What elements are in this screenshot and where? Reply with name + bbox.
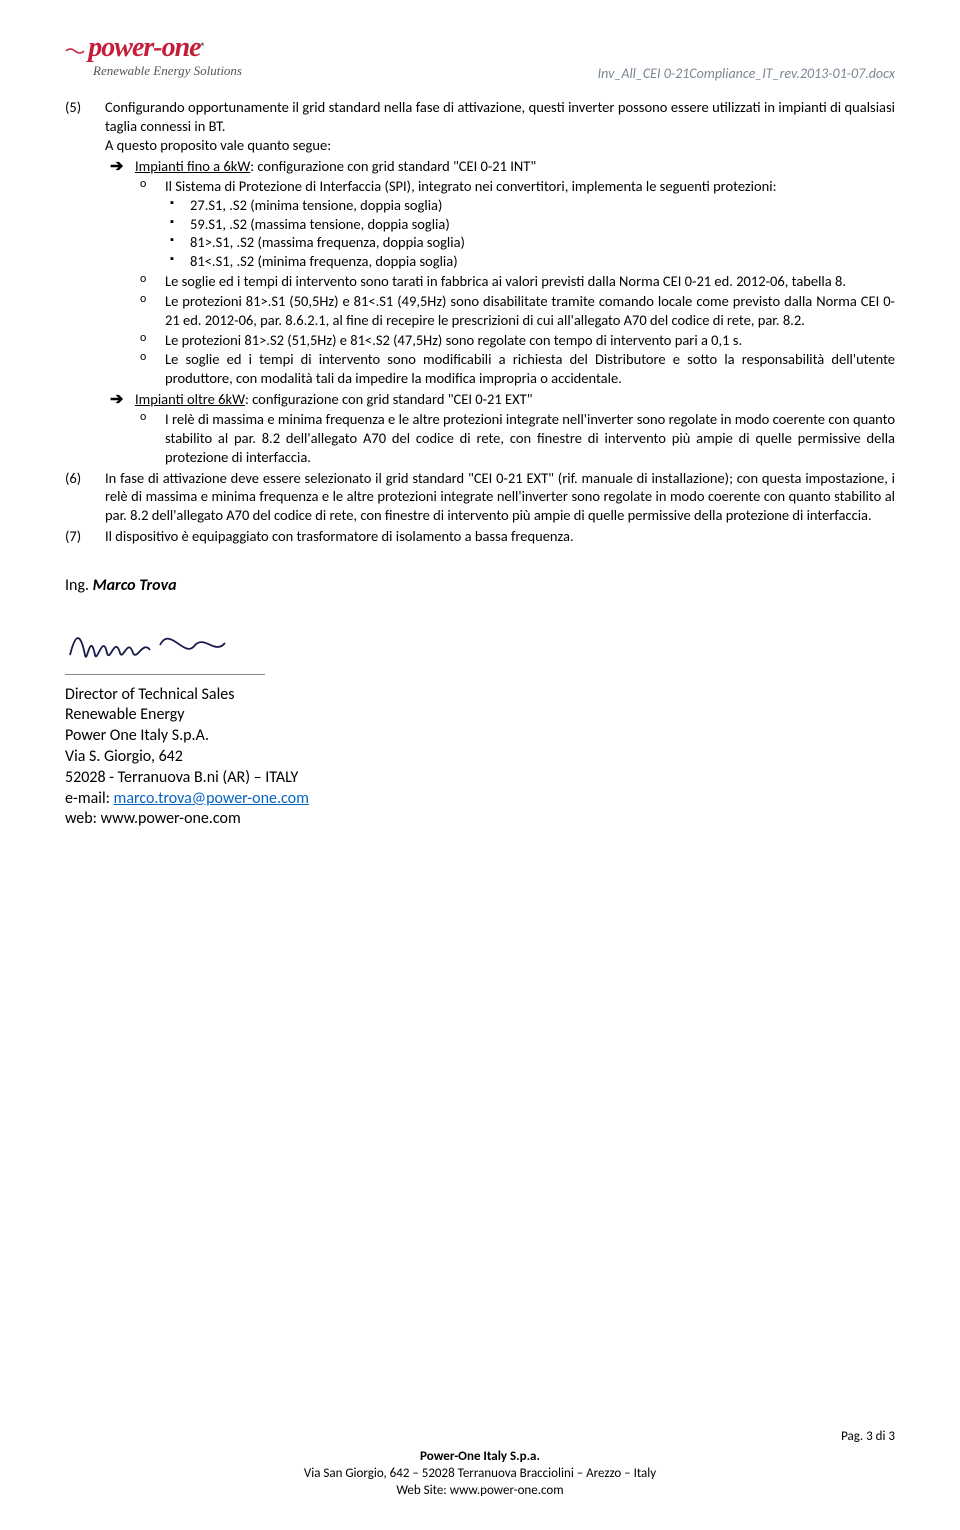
arrow-item: ➔ Impianti fino a 6kW: configurazione co… — [105, 157, 895, 388]
circle-text: Le protezioni 81>.S1 (50,5Hz) e 81<.S1 (… — [165, 292, 895, 330]
document-body: (5) Configurando opportunamente il grid … — [65, 98, 895, 545]
square-item: ▪81>.S1, .S2 (massima frequenza, doppia … — [165, 233, 895, 252]
handwritten-signature — [65, 615, 895, 670]
signatory-addr2: 52028 - Terranuova B.ni (AR) – ITALY — [65, 768, 895, 789]
square-bullet-icon: ▪ — [165, 215, 190, 234]
square-item: ▪59.S1, .S2 (massima tensione, doppia so… — [165, 215, 895, 234]
item-text: Configurando opportunamente il grid stan… — [105, 98, 895, 135]
square-item: ▪81<.S1, .S2 (minima frequenza, doppia s… — [165, 252, 895, 271]
circle-bullet-icon: o — [135, 331, 165, 350]
square-text: 27.S1, .S2 (minima tensione, doppia sogl… — [190, 196, 895, 215]
item-number: (5) — [65, 98, 105, 466]
document-page: power-one® Renewable Energy Solutions In… — [0, 0, 960, 1530]
circle-item: o Il Sistema di Protezione di Interfacci… — [135, 177, 895, 271]
circle-item: oLe soglie ed i tempi di intervento sono… — [135, 272, 895, 291]
circle-item: oLe soglie ed i tempi di intervento sono… — [135, 350, 895, 388]
circle-bullet-icon: o — [135, 410, 165, 467]
circle-bullet-icon: o — [135, 350, 165, 388]
circle-text: I relè di massima e minima frequenza e l… — [165, 410, 895, 467]
item-number: (7) — [65, 527, 105, 546]
signatory-addr1: Via S. Giorgio, 642 — [65, 747, 895, 768]
circle-item: oI relè di massima e minima frequenza e … — [135, 410, 895, 467]
signatory-name: Ing. Marco Trova — [65, 576, 895, 597]
page-number: Pag. 3 di 3 — [0, 1429, 960, 1446]
square-text: 81>.S1, .S2 (massima frequenza, doppia s… — [190, 233, 895, 252]
email-link[interactable]: marco.trova@power-one.com — [114, 789, 309, 808]
footer-web: Web Site: www.power-one.com — [0, 1483, 960, 1500]
list-item-6: (6) In fase di attivazione deve essere s… — [65, 469, 895, 526]
signatory-dept: Renewable Energy — [65, 705, 895, 726]
circle-bullet-icon: o — [135, 177, 165, 271]
arrow-rest: : configurazione con grid standard "CEI … — [245, 390, 533, 408]
square-text: 59.S1, .S2 (massima tensione, doppia sog… — [190, 215, 895, 234]
circle-text: Le soglie ed i tempi di intervento sono … — [165, 350, 895, 388]
item-text: Il dispositivo è equipaggiato con trasfo… — [105, 527, 895, 546]
signature-line — [65, 674, 265, 675]
arrow-title: Impianti oltre 6kW — [135, 390, 245, 408]
circle-text: Il Sistema di Protezione di Interfaccia … — [165, 177, 776, 195]
signatory-role: Director of Technical Sales — [65, 685, 895, 706]
signatory-web-line: web: www.power-one.com — [65, 809, 895, 830]
footer-address: Via San Giorgio, 642 – 52028 Terranuova … — [0, 1466, 960, 1483]
signature-details: Director of Technical Sales Renewable En… — [65, 685, 895, 831]
arrow-item: ➔ Impianti oltre 6kW: configurazione con… — [105, 390, 895, 466]
item-number: (6) — [65, 469, 105, 526]
square-bullet-icon: ▪ — [165, 196, 190, 215]
list-item-5: (5) Configurando opportunamente il grid … — [65, 98, 895, 466]
signatory-email-line: e-mail: marco.trova@power-one.com — [65, 789, 895, 810]
square-bullet-icon: ▪ — [165, 252, 190, 271]
square-item: ▪27.S1, .S2 (minima tensione, doppia sog… — [165, 196, 895, 215]
arrow-title: Impianti fino a 6kW — [135, 157, 250, 175]
circle-bullet-icon: o — [135, 272, 165, 291]
circle-item: oLe protezioni 81>.S1 (50,5Hz) e 81<.S1 … — [135, 292, 895, 330]
list-item-7: (7) Il dispositivo è equipaggiato con tr… — [65, 527, 895, 546]
signature-block: Ing. Marco Trova Director of Technical S… — [65, 576, 895, 830]
wave-icon — [65, 46, 85, 56]
item-intro: A questo proposito vale quanto segue: — [105, 136, 895, 155]
signatory-company: Power One Italy S.p.A. — [65, 726, 895, 747]
circle-text: Le protezioni 81>.S2 (51,5Hz) e 81<.S2 (… — [165, 331, 895, 350]
arrow-icon: ➔ — [105, 157, 135, 388]
circle-bullet-icon: o — [135, 292, 165, 330]
circle-item: oLe protezioni 81>.S2 (51,5Hz) e 81<.S2 … — [135, 331, 895, 350]
arrow-rest: : configurazione con grid standard "CEI … — [250, 157, 536, 175]
square-text: 81<.S1, .S2 (minima frequenza, doppia so… — [190, 252, 895, 271]
circle-text: Le soglie ed i tempi di intervento sono … — [165, 272, 895, 291]
arrow-icon: ➔ — [105, 390, 135, 466]
item-text: In fase di attivazione deve essere selez… — [105, 469, 895, 526]
page-footer: Pag. 3 di 3 Power-One Italy S.p.a. Via S… — [0, 1429, 960, 1500]
logo-main: power-one® — [65, 30, 895, 66]
square-bullet-icon: ▪ — [165, 233, 190, 252]
footer-company: Power-One Italy S.p.a. — [0, 1449, 960, 1466]
